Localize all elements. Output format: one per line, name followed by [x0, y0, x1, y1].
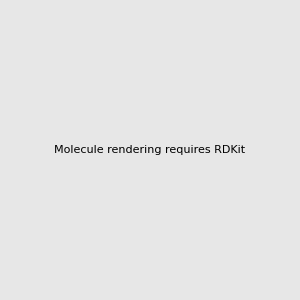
Text: Molecule rendering requires RDKit: Molecule rendering requires RDKit: [54, 145, 246, 155]
